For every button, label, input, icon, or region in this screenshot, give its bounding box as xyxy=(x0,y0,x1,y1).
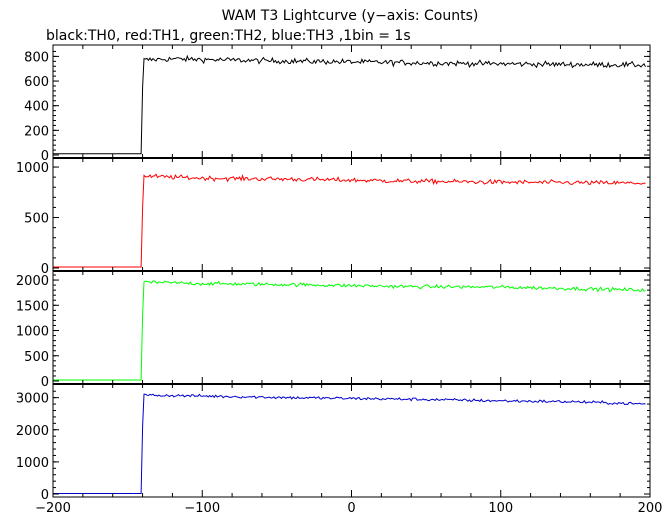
y-tick-label: 2000 xyxy=(16,274,49,289)
y-tick-label: 500 xyxy=(24,350,49,365)
x-tick-label: 100 xyxy=(488,501,513,515)
y-tick-label: 3000 xyxy=(16,392,49,407)
chart-subtitle: black:TH0, red:TH1, green:TH2, blue:TH3 … xyxy=(46,28,411,44)
y-tick-label: 600 xyxy=(24,75,49,90)
y-tick-label: 1000 xyxy=(16,325,49,340)
x-tick-label: 0 xyxy=(347,501,355,515)
y-tick-label: 0 xyxy=(41,149,49,164)
y-tick-label: 1000 xyxy=(16,456,49,471)
series-line-th3 xyxy=(53,393,646,494)
y-tick-label: 500 xyxy=(24,212,49,227)
y-tick-label: 1000 xyxy=(16,161,49,176)
x-tick-label: 200 xyxy=(638,501,663,515)
series-line-th1 xyxy=(53,173,646,268)
chart-title: WAM T3 Lightcurve (y−axis: Counts) xyxy=(221,8,479,24)
y-tick-label: 0 xyxy=(41,488,49,503)
x-tick-label: −200 xyxy=(35,501,71,515)
y-tick-label: 400 xyxy=(24,100,49,115)
y-tick-label: 0 xyxy=(41,262,49,277)
y-tick-label: 200 xyxy=(24,124,49,139)
x-tick-label: −100 xyxy=(184,501,220,515)
series-line-th2 xyxy=(53,280,646,381)
y-tick-label: 2000 xyxy=(16,424,49,439)
y-tick-label: 0 xyxy=(41,375,49,390)
series-line-th0 xyxy=(53,54,646,155)
y-tick-label: 800 xyxy=(24,50,49,65)
y-tick-label: 1500 xyxy=(16,299,49,314)
